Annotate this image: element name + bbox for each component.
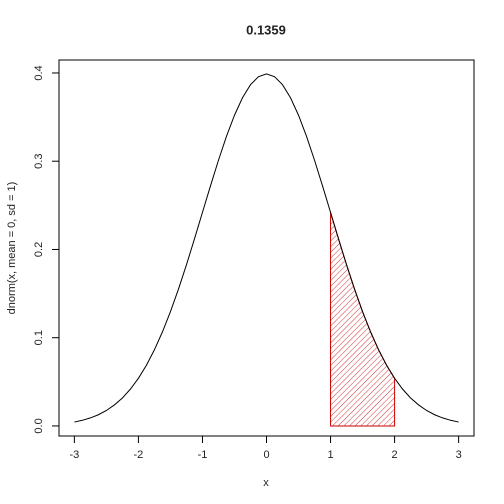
x-tick-label: -2 [134, 449, 144, 461]
x-tick-label: 3 [456, 449, 462, 461]
x-tick-label: -3 [69, 449, 79, 461]
x-tick-label: -1 [198, 449, 208, 461]
y-tick-label: 0.3 [33, 154, 45, 169]
x-tick-label: 1 [327, 449, 333, 461]
y-tick-label: 0.1 [33, 330, 45, 345]
x-tick-label: 2 [392, 449, 398, 461]
density-curve [74, 73, 459, 423]
y-tick-label: 0.2 [33, 242, 45, 257]
chart-title: 0.1359 [246, 22, 286, 37]
x-tick-label: 0 [263, 449, 269, 461]
y-axis-label: dnorm(x, mean = 0, sd = 1) [6, 182, 18, 315]
x-axis-label: x [263, 477, 269, 489]
y-tick-label: 0.4 [33, 65, 45, 80]
y-tick-label: 0.0 [33, 418, 45, 433]
